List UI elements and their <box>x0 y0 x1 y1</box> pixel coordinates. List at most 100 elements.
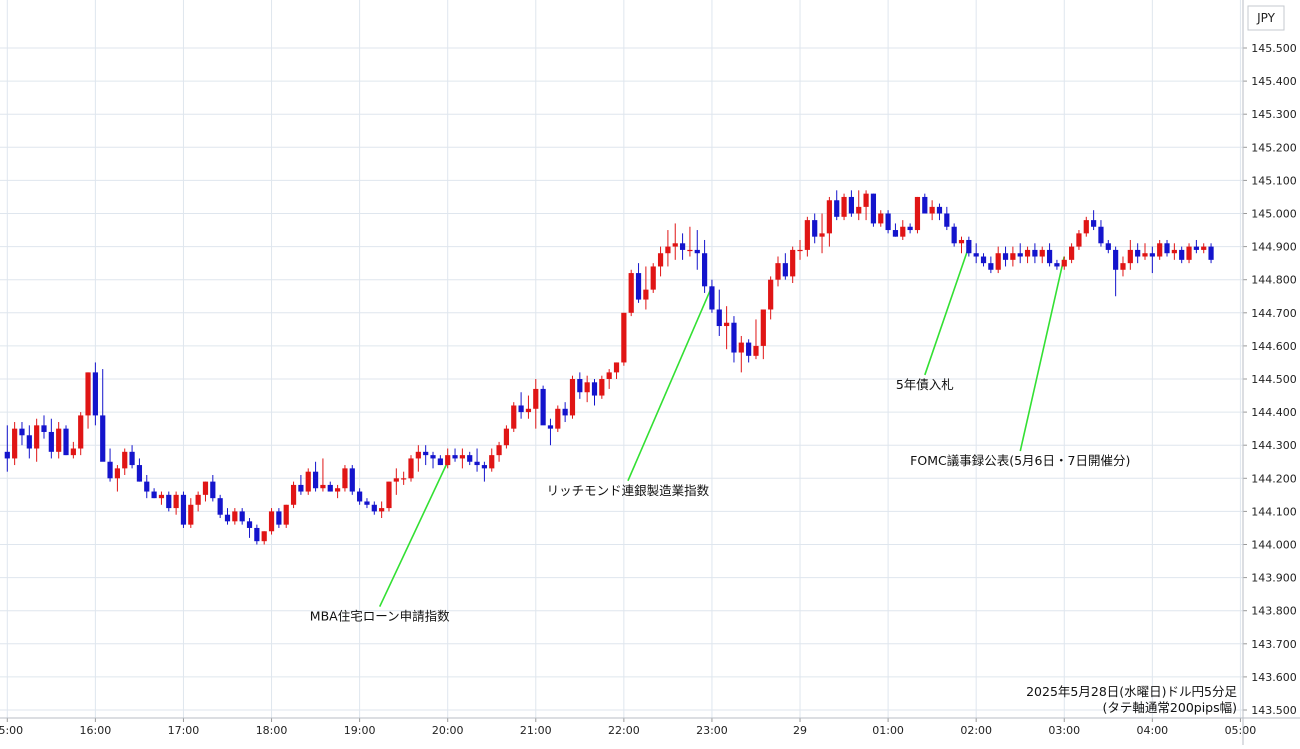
candle-body <box>188 504 194 525</box>
candle <box>26 425 32 459</box>
candle-body <box>290 484 297 505</box>
candle <box>195 491 201 512</box>
candle-body <box>246 521 253 528</box>
candle-body <box>100 415 106 462</box>
candle <box>518 392 524 419</box>
candle <box>489 448 495 472</box>
candle <box>1142 243 1148 260</box>
candle <box>1113 246 1119 297</box>
candle <box>41 415 47 439</box>
candle <box>863 190 869 221</box>
candle <box>129 445 135 469</box>
candle-body <box>1032 249 1038 257</box>
candle <box>525 395 532 419</box>
candle-body <box>973 253 979 257</box>
candle <box>1061 256 1067 270</box>
candle-body <box>980 256 987 264</box>
candle-body <box>12 428 18 459</box>
x-tick-label: 01:00 <box>872 724 904 737</box>
candle-body <box>423 451 429 456</box>
candle <box>562 402 568 423</box>
candle <box>665 230 671 267</box>
candle-body <box>1098 226 1104 244</box>
candle-body <box>122 451 128 469</box>
x-tick-label: 04:00 <box>1136 724 1168 737</box>
candle-body <box>173 494 179 509</box>
candle-body <box>136 465 143 482</box>
candle <box>878 210 884 227</box>
x-tick-label: 19:00 <box>344 724 376 737</box>
candle <box>63 425 69 456</box>
candle-body <box>848 196 854 214</box>
candle <box>936 203 943 221</box>
candle-body <box>342 468 348 489</box>
candle-body <box>555 408 561 429</box>
candle <box>415 445 421 472</box>
candle-body <box>1061 259 1067 267</box>
candle <box>224 508 231 525</box>
candle-body <box>445 455 451 466</box>
candle-body <box>401 478 407 480</box>
candle <box>1179 246 1185 264</box>
candle-body <box>327 484 333 492</box>
candle-body <box>694 249 700 254</box>
candle-body <box>577 379 583 393</box>
candle-body <box>1164 243 1170 254</box>
candle <box>210 474 216 502</box>
candle <box>268 508 275 535</box>
candle <box>584 375 590 403</box>
candle-body <box>364 501 370 505</box>
candle-body <box>966 239 972 254</box>
candle-body <box>819 233 825 237</box>
candle <box>4 425 10 472</box>
candle-body <box>635 273 642 300</box>
candle <box>100 369 106 462</box>
candle-body <box>78 415 84 449</box>
candle-body <box>878 213 884 224</box>
candle <box>246 518 253 538</box>
candle-body <box>393 478 399 482</box>
candle-body <box>1054 263 1060 267</box>
candle <box>173 491 179 515</box>
x-tick-label: 21:00 <box>520 724 552 737</box>
candle-body <box>951 226 957 244</box>
candle-body <box>650 266 656 290</box>
candle-body <box>687 249 693 252</box>
candle <box>19 422 25 446</box>
candle <box>900 220 906 240</box>
candle <box>716 289 722 336</box>
candle <box>136 458 143 482</box>
annotation-label: MBA住宅ローン申請指数 <box>310 609 450 624</box>
candle-body <box>1017 253 1023 257</box>
annotation-line <box>1019 256 1066 452</box>
candle <box>364 498 370 509</box>
candle <box>870 193 877 227</box>
candle-body <box>4 451 10 459</box>
candle <box>1010 246 1016 267</box>
candle <box>459 448 465 469</box>
candle-body <box>929 206 935 214</box>
x-tick-label: 16:00 <box>80 724 112 737</box>
candle-body <box>261 531 267 542</box>
candle <box>85 372 91 429</box>
candle-body <box>408 458 414 479</box>
candle <box>239 508 245 525</box>
grid <box>0 0 1243 718</box>
candle-body <box>371 504 377 512</box>
candle-body <box>474 461 480 466</box>
candle <box>694 230 700 270</box>
candle <box>709 279 715 313</box>
candle-body <box>716 309 722 327</box>
candle <box>657 246 664 277</box>
candle-body <box>995 253 1001 270</box>
candle-body <box>1046 249 1053 264</box>
candle <box>1098 220 1104 247</box>
candle <box>1208 243 1214 264</box>
candle-body <box>914 196 921 231</box>
candle <box>613 362 620 379</box>
candle <box>856 190 862 221</box>
candle-body <box>85 372 91 416</box>
candle-body <box>415 451 421 459</box>
